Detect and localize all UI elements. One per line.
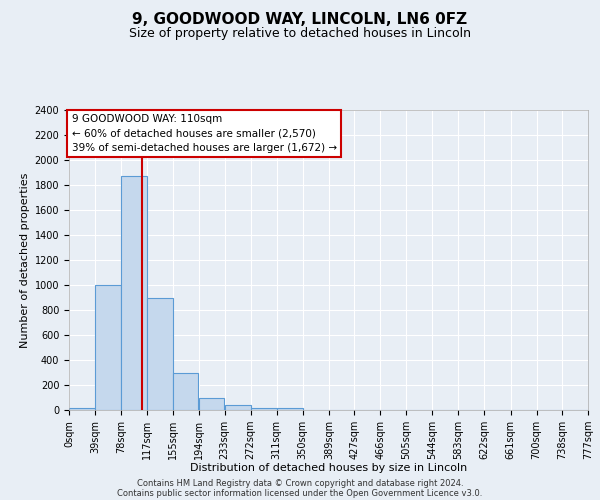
Bar	[95, 285, 121, 410]
Bar	[251, 408, 277, 410]
Bar	[69, 408, 95, 410]
Y-axis label: Number of detached properties: Number of detached properties	[20, 172, 31, 348]
Bar	[173, 372, 199, 410]
Bar	[148, 298, 173, 410]
Bar	[225, 405, 251, 410]
Bar	[277, 408, 302, 410]
X-axis label: Distribution of detached houses by size in Lincoln: Distribution of detached houses by size …	[190, 464, 467, 473]
Text: Size of property relative to detached houses in Lincoln: Size of property relative to detached ho…	[129, 28, 471, 40]
Text: 9 GOODWOOD WAY: 110sqm
← 60% of detached houses are smaller (2,570)
39% of semi-: 9 GOODWOOD WAY: 110sqm ← 60% of detached…	[71, 114, 337, 154]
Text: 9, GOODWOOD WAY, LINCOLN, LN6 0FZ: 9, GOODWOOD WAY, LINCOLN, LN6 0FZ	[133, 12, 467, 28]
Bar	[199, 398, 224, 410]
Text: Contains public sector information licensed under the Open Government Licence v3: Contains public sector information licen…	[118, 488, 482, 498]
Text: Contains HM Land Registry data © Crown copyright and database right 2024.: Contains HM Land Registry data © Crown c…	[137, 478, 463, 488]
Bar	[121, 176, 147, 410]
